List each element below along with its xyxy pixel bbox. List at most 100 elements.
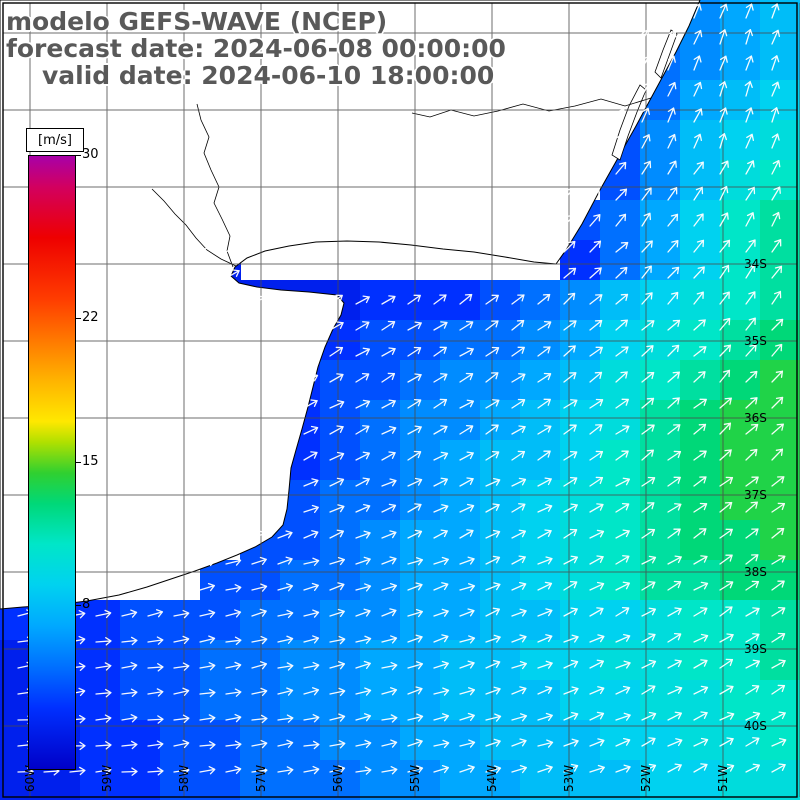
- wave-direction-arrow: [771, 55, 780, 71]
- field-cell: [600, 760, 641, 800]
- wave-direction-arrow: [563, 476, 578, 487]
- field-cell: [760, 400, 800, 441]
- field-cell: [480, 720, 521, 761]
- wave-direction-arrow: [641, 345, 654, 357]
- wave-direction-arrow: [745, 212, 755, 227]
- wave-direction-arrow: [459, 687, 476, 696]
- field-cell: [440, 280, 481, 321]
- wave-direction-arrow: [719, 397, 732, 409]
- wave-direction-arrow: [589, 607, 604, 617]
- wave-direction-arrow: [199, 609, 216, 618]
- wave-direction-arrow: [667, 291, 679, 305]
- wave-direction-arrow: [589, 503, 604, 513]
- wave-direction-arrow: [303, 321, 319, 331]
- wave-direction-arrow: [615, 346, 629, 357]
- field-cell: [640, 360, 681, 401]
- wave-direction-arrow: [251, 687, 268, 697]
- wave-direction-arrow: [459, 556, 475, 565]
- wave-direction-arrow: [329, 687, 346, 697]
- field-cell: [720, 40, 761, 81]
- wave-direction-arrow: [537, 346, 551, 357]
- wave-direction-arrow: [303, 504, 319, 513]
- wave-direction-arrow: [355, 425, 370, 435]
- wave-direction-arrow: [537, 477, 552, 487]
- colorbar-tick-label: 15: [82, 453, 99, 469]
- wave-direction-arrow: [771, 396, 784, 409]
- wave-direction-arrow: [667, 607, 682, 617]
- wave-direction-arrow: [563, 555, 579, 565]
- wave-direction-arrow: [485, 372, 499, 383]
- wave-direction-arrow: [693, 161, 704, 175]
- wave-direction-arrow: [95, 637, 112, 646]
- field-cell: [720, 400, 761, 441]
- field-cell: [320, 600, 361, 641]
- wave-direction-arrow: [537, 372, 552, 383]
- field-cell: [640, 440, 681, 481]
- wave-direction-arrow: [407, 529, 423, 539]
- wave-direction-arrow: [615, 266, 628, 279]
- wave-direction-arrow: [277, 583, 294, 592]
- wave-direction-arrow: [563, 292, 576, 305]
- field-cell: [280, 600, 321, 641]
- wave-direction-arrow: [459, 608, 475, 617]
- field-cell: [360, 360, 401, 401]
- wave-direction-arrow: [303, 609, 320, 618]
- wave-direction-arrow: [433, 764, 449, 774]
- wave-direction-arrow: [641, 711, 657, 721]
- wave-direction-arrow: [433, 321, 448, 331]
- wave-direction-arrow: [485, 659, 501, 669]
- wave-direction-arrow: [511, 294, 525, 305]
- field-cell: [320, 520, 361, 561]
- wave-direction-arrow: [719, 528, 733, 539]
- field-cell: [120, 640, 161, 681]
- field-cell: [640, 760, 681, 800]
- field-cell: [680, 240, 721, 281]
- wave-direction-arrow: [537, 293, 551, 305]
- field-cell: [120, 720, 161, 761]
- field-cell: [760, 680, 800, 721]
- wave-direction-arrow: [485, 582, 501, 591]
- wave-direction-arrow: [693, 133, 703, 149]
- wave-direction-arrow: [693, 213, 704, 227]
- wave-direction-arrow: [693, 581, 709, 591]
- wave-direction-arrow: [303, 714, 320, 723]
- field-cell: [480, 640, 521, 681]
- wave-direction-arrow: [615, 529, 630, 539]
- wave-direction-arrow: [615, 213, 627, 227]
- wave-direction-arrow: [667, 266, 680, 279]
- wave-direction-arrow: [693, 633, 709, 643]
- wave-direction-arrow: [459, 293, 473, 305]
- wave-direction-arrow: [407, 398, 422, 409]
- wave-direction-arrow: [589, 346, 603, 357]
- wave-direction-arrow: [615, 606, 630, 617]
- wave-direction-arrow: [407, 686, 423, 695]
- wave-direction-arrow: [641, 528, 656, 539]
- wave-direction-arrow: [589, 424, 603, 435]
- wave-direction-arrow: [771, 133, 780, 149]
- wave-direction-arrow: [719, 160, 729, 175]
- wave-direction-arrow: [173, 714, 190, 724]
- wave-direction-arrow: [693, 398, 707, 409]
- field-cell: [240, 680, 281, 721]
- field-cell: [240, 560, 281, 601]
- wave-direction-arrow: [693, 502, 708, 513]
- wave-direction-arrow: [641, 320, 655, 331]
- wave-direction-arrow: [719, 29, 728, 45]
- lon-label: 53W: [562, 765, 576, 792]
- wave-direction-arrow: [744, 80, 753, 97]
- wave-direction-arrow: [719, 3, 729, 19]
- wave-direction-arrow: [537, 739, 554, 748]
- wave-direction-arrow: [771, 555, 786, 565]
- wave-direction-arrow: [199, 269, 215, 279]
- colorbar-tick-mark: [75, 461, 81, 463]
- wave-direction-arrow: [303, 530, 319, 539]
- wave-direction-arrow: [303, 451, 318, 461]
- wave-direction-arrow: [251, 530, 267, 539]
- wave-direction-arrow: [537, 556, 553, 565]
- field-cell: [320, 720, 361, 761]
- wave-direction-arrow: [745, 580, 760, 591]
- wave-direction-arrow: [173, 687, 190, 696]
- wave-direction-arrow: [407, 738, 423, 747]
- wave-direction-arrow: [433, 660, 449, 669]
- wave-direction-arrow: [485, 686, 501, 695]
